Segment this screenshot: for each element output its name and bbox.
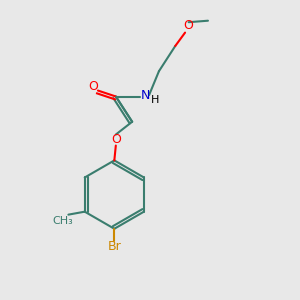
Text: H: H bbox=[151, 95, 159, 105]
Text: O: O bbox=[88, 80, 98, 94]
Text: Br: Br bbox=[107, 240, 121, 253]
Text: CH₃: CH₃ bbox=[52, 216, 73, 226]
Text: N: N bbox=[140, 88, 150, 101]
Text: O: O bbox=[111, 133, 121, 146]
Text: O: O bbox=[184, 19, 194, 32]
